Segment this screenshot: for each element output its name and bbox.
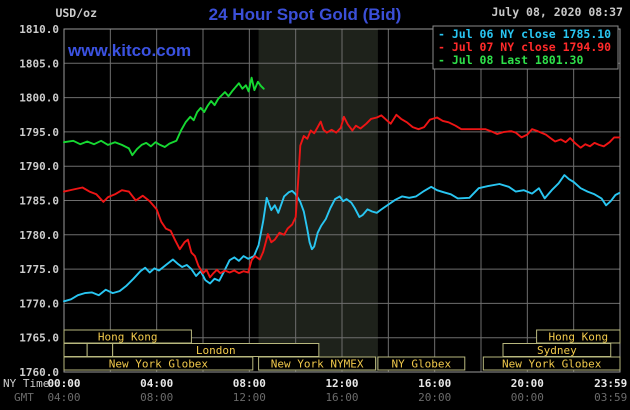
series-line-jul08 <box>63 76 265 157</box>
x-tick-ny: 20:00 <box>511 377 544 390</box>
y-tick-label: 1785.0 <box>19 195 59 208</box>
y-axis-unit-label: USD/oz <box>55 6 97 20</box>
session-label: Hong Kong <box>548 331 608 344</box>
session-label: NY Globex <box>392 358 452 371</box>
y-tick-label: 1805.0 <box>19 57 59 70</box>
x-tick-ny: 08:00 <box>233 377 266 390</box>
x-tick-gmt: 04:00 <box>47 391 80 404</box>
y-tick-label: 1810.0 <box>19 23 59 36</box>
session-bar <box>258 356 377 371</box>
x-tick-ny: 00:00 <box>47 377 80 390</box>
session-bar <box>63 356 254 371</box>
session-label: New York NYMEX <box>271 358 364 371</box>
y-tick-label: 1775.0 <box>19 263 59 276</box>
legend: - Jul 06 NY close 1785.10- Jul 07 NY clo… <box>432 25 619 70</box>
x-tick-ny: 16:00 <box>418 377 451 390</box>
x-tick-gmt: 03:59 <box>594 391 627 404</box>
session-label: London <box>196 344 236 357</box>
session-label: New York Globex <box>109 358 209 371</box>
legend-row-jul08: - Jul 08 Last 1801.30 <box>438 53 583 67</box>
legend-rows: - Jul 06 NY close 1785.10- Jul 07 NY clo… <box>438 27 611 67</box>
price-lines <box>63 76 621 303</box>
x-tick-gmt: 08:00 <box>140 391 173 404</box>
y-tick-label: 1760.0 <box>19 366 59 379</box>
session-bar <box>63 343 88 357</box>
y-axis-labels: 1760.0 1765.0 1770.0 1775.0 1780.0 1785.0 1790… <box>19 23 59 379</box>
y-tick-label: 1795.0 <box>19 126 59 139</box>
y-tick-label: 1780.0 <box>19 229 59 242</box>
x-axis-labels: 00:00 04:00 08:00 12:00 16:00 20:00 23:5904:00… <box>47 377 627 404</box>
session-bar <box>377 356 466 371</box>
legend-row-jul07: - Jul 07 NY close 1794.90 <box>438 40 611 54</box>
x-tick-gmt: 20:00 <box>418 391 451 404</box>
x-tick-gmt: 12:00 <box>233 391 266 404</box>
session-bar <box>482 356 621 371</box>
legend-row-jul06: - Jul 06 NY close 1785.10 <box>438 27 611 41</box>
session-label: Sydney <box>537 344 577 357</box>
legend-box <box>432 25 619 70</box>
session-label: Hong Kong <box>98 331 158 344</box>
plot-frame <box>63 28 621 373</box>
session-label: New York Globex <box>502 358 602 371</box>
x-tick-gmt: 16:00 <box>325 391 358 404</box>
x-axis-ny-time-label: NY Time <box>3 377 49 390</box>
x-tick-ny: 23:59 <box>594 377 627 390</box>
chart-datetime: July 08, 2020 08:37 <box>491 5 623 19</box>
x-axis-gmt-label: GMT <box>14 391 34 404</box>
y-tick-label: 1770.0 <box>19 297 59 310</box>
y-tick-label: 1800.0 <box>19 92 59 105</box>
series-line-jul07 <box>63 113 621 279</box>
chart-title: 24 Hour Spot Gold (Bid) <box>209 5 402 24</box>
x-tick-gmt: 00:00 <box>511 391 544 404</box>
x-tick-ny: 04:00 <box>140 377 173 390</box>
kitco-watermark-link[interactable]: www.kitco.com <box>67 41 191 60</box>
y-tick-label: 1765.0 <box>19 332 59 345</box>
x-tick-ny: 12:00 <box>325 377 358 390</box>
y-tick-label: 1790.0 <box>19 160 59 173</box>
session-bar <box>86 343 114 357</box>
series-line-jul06 <box>63 174 621 303</box>
plot-border <box>63 28 621 373</box>
